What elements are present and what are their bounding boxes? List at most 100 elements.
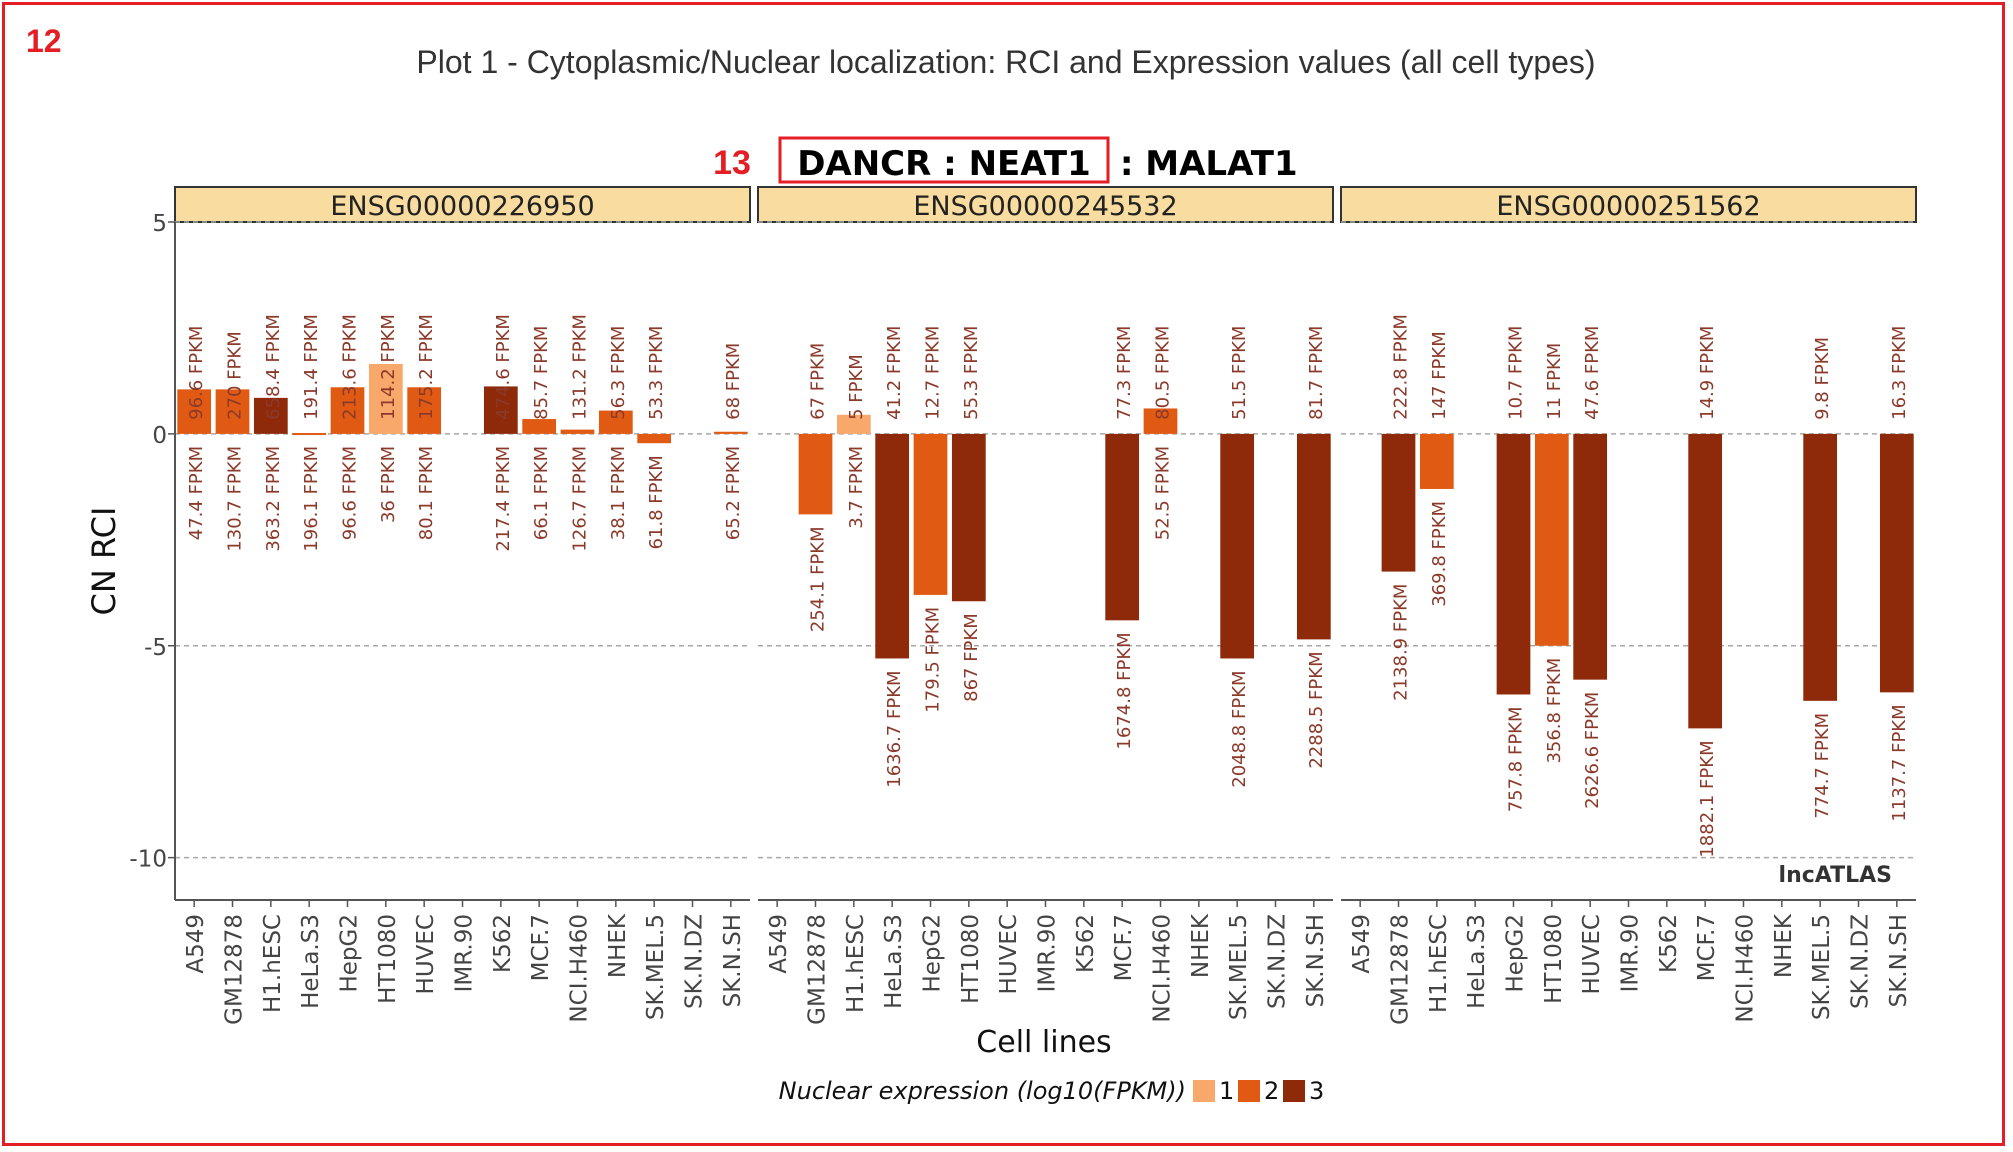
facet-strip-label: ENSG00000251562 xyxy=(1496,191,1760,222)
data-label-bottom: 61.8 FPKM xyxy=(646,455,667,549)
x-tick-label: SK.N.SH xyxy=(1303,914,1329,1007)
data-label-top: 213.6 FPKM xyxy=(340,314,361,420)
x-tick-label: MCF.7 xyxy=(1111,914,1137,981)
x-tick-label: HepG2 xyxy=(337,914,363,993)
data-label-top: 51.5 FPKM xyxy=(1229,326,1250,420)
data-label-top: 53.3 FPKM xyxy=(646,326,667,420)
x-tick-label: HUVEC xyxy=(413,914,439,994)
bar xyxy=(1879,433,1914,693)
data-label-bottom: 66.1 FPKM xyxy=(531,446,552,540)
data-label-bottom: 2138.9 FPKM xyxy=(1391,584,1412,701)
bar xyxy=(1143,408,1178,434)
bar xyxy=(368,363,403,434)
bar xyxy=(1105,433,1140,621)
x-tick-label: SK.MEL.5 xyxy=(1226,914,1252,1020)
data-label-bottom: 38.1 FPKM xyxy=(608,446,629,540)
x-tick-label: MCF.7 xyxy=(1694,914,1720,981)
x-tick-label: HepG2 xyxy=(920,914,946,993)
x-tick-label: SK.N.SH xyxy=(720,914,746,1007)
data-label-bottom: 52.5 FPKM xyxy=(1153,446,1174,540)
x-tick-label: A549 xyxy=(183,914,209,974)
data-label-bottom: 1137.7 FPKM xyxy=(1889,704,1910,821)
bar xyxy=(637,433,672,444)
x-tick-label: HepG2 xyxy=(1503,914,1529,993)
data-label-bottom: 1674.8 FPKM xyxy=(1114,632,1135,749)
bar xyxy=(713,431,748,434)
x-tick-label: NCI.H460 xyxy=(1150,914,1176,1023)
gene-title-rest: : MALAT1 xyxy=(1108,144,1298,184)
data-label-bottom: 1882.1 FPKM xyxy=(1697,740,1718,857)
x-tick-label: SK.N.DZ xyxy=(682,914,708,1009)
facet-strip-label: ENSG00000245532 xyxy=(913,191,1177,222)
data-label-bottom: 3.7 FPKM xyxy=(846,446,867,529)
data-label-top: 131.2 FPKM xyxy=(570,314,591,420)
data-label-bottom: 196.1 FPKM xyxy=(301,446,322,552)
data-label-bottom: 1636.7 FPKM xyxy=(884,670,905,787)
x-tick-label: MCF.7 xyxy=(528,914,554,981)
data-label-bottom: 130.7 FPKM xyxy=(225,446,246,552)
data-label-top: 85.7 FPKM xyxy=(531,326,552,420)
bar xyxy=(1419,433,1454,489)
data-label-top: 14.9 FPKM xyxy=(1697,326,1718,420)
bar xyxy=(522,419,557,434)
x-tick-label: H1.hESC xyxy=(260,914,286,1013)
facet-strip-label: ENSG00000226950 xyxy=(330,191,594,222)
data-label-bottom: 757.8 FPKM xyxy=(1506,706,1527,812)
data-label-bottom: 65.2 FPKM xyxy=(723,446,744,540)
data-label-top: 80.5 FPKM xyxy=(1153,326,1174,420)
bar xyxy=(836,414,871,434)
x-tick-label: HT1080 xyxy=(375,914,401,1004)
x-tick-label: NCI.H460 xyxy=(567,914,593,1023)
data-label-top: 9.8 FPKM xyxy=(1812,337,1833,420)
x-tick-label: HT1080 xyxy=(1541,914,1567,1004)
x-tick-label: K562 xyxy=(490,914,516,973)
data-label-bottom: 80.1 FPKM xyxy=(416,446,437,540)
data-label-top: 67 FPKM xyxy=(808,343,829,420)
legend-label: 2 xyxy=(1264,1077,1279,1105)
facet-strip xyxy=(757,186,1334,223)
data-label-top: 81.7 FPKM xyxy=(1306,326,1327,420)
data-label-top: 10.7 FPKM xyxy=(1506,326,1527,420)
x-tick-label: HUVEC xyxy=(996,914,1022,994)
x-tick-label: GM12878 xyxy=(222,914,248,1025)
data-label-top: 47.6 FPKM xyxy=(1582,326,1603,420)
x-tick-label: IMR.90 xyxy=(1035,914,1061,992)
data-label-top: 12.7 FPKM xyxy=(923,326,944,420)
x-tick-label: NCI.H460 xyxy=(1733,914,1759,1023)
bar xyxy=(407,387,442,434)
data-label-top: 114.2 FPKM xyxy=(378,314,399,420)
x-tick-label: HeLa.S3 xyxy=(1464,914,1490,1009)
x-tick-label: NHEK xyxy=(605,913,631,978)
bar xyxy=(875,433,910,659)
data-label-bottom: 2288.5 FPKM xyxy=(1306,651,1327,768)
data-label-top: 41.2 FPKM xyxy=(884,326,905,420)
facet-strip xyxy=(174,186,751,223)
x-tick-label: GM12878 xyxy=(1388,914,1414,1025)
data-label-bottom: 867 FPKM xyxy=(961,613,982,702)
data-label-bottom: 2626.6 FPKM xyxy=(1582,692,1603,809)
bar xyxy=(215,389,250,434)
data-label-top: 175.2 FPKM xyxy=(416,314,437,420)
gene-title-boxed: DANCR : NEAT1 xyxy=(797,144,1091,184)
y-axis-title: CN RCI xyxy=(85,507,123,616)
bar xyxy=(798,433,833,515)
x-tick-label: IMR.90 xyxy=(452,914,478,992)
legend-swatch xyxy=(1193,1080,1215,1102)
bar xyxy=(1296,433,1331,640)
x-tick-label: GM12878 xyxy=(805,914,831,1025)
x-tick-label: A549 xyxy=(766,914,792,974)
bar xyxy=(913,433,948,595)
data-label-top: 56.3 FPKM xyxy=(608,326,629,420)
bar xyxy=(483,386,518,434)
bar xyxy=(292,433,327,436)
x-tick-label: K562 xyxy=(1073,914,1099,973)
data-label-bottom: 363.2 FPKM xyxy=(263,446,284,552)
legend-label: 3 xyxy=(1309,1077,1324,1105)
legend-label: 1 xyxy=(1219,1077,1234,1105)
data-label-top: 474.6 FPKM xyxy=(493,314,514,420)
x-tick-label: HT1080 xyxy=(958,914,984,1004)
bar xyxy=(1534,433,1569,646)
x-tick-label: HeLa.S3 xyxy=(881,914,907,1009)
bar xyxy=(177,389,212,434)
